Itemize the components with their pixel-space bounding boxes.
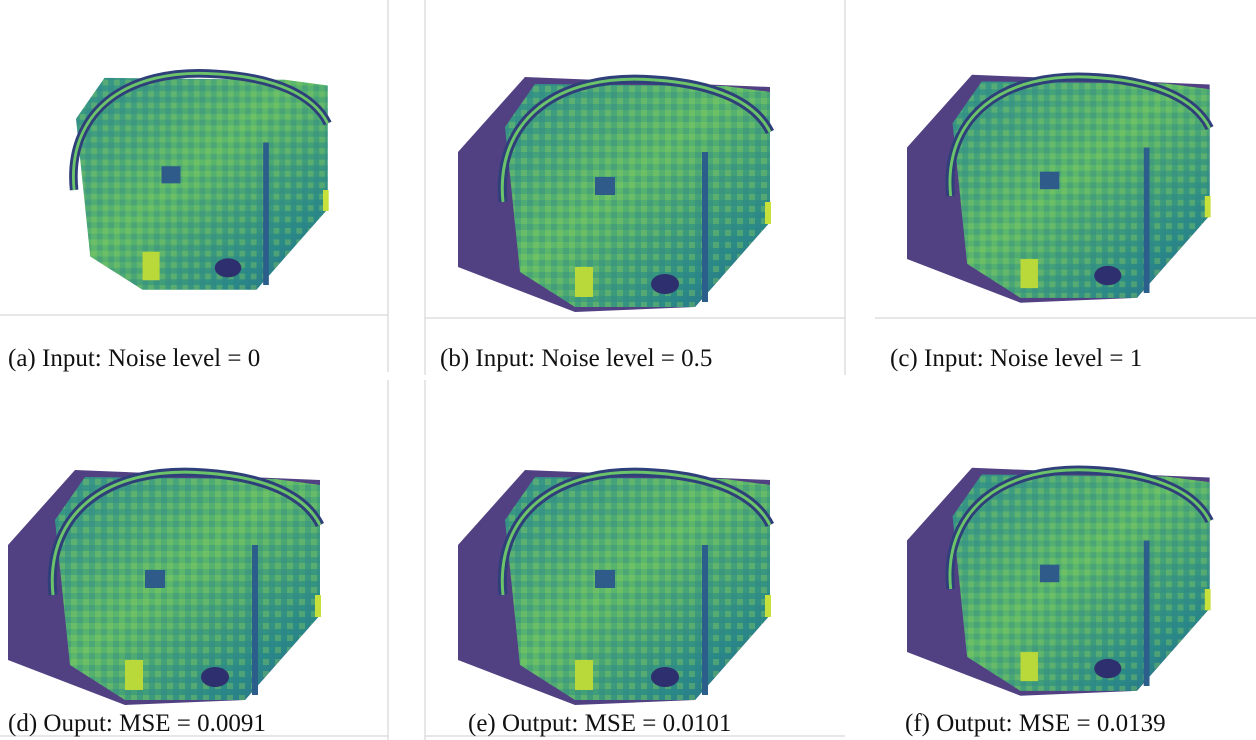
figure: (a) Input: Noise level = 0 (b) Input: No… (0, 0, 1256, 740)
caption: (c) Input: Noise level = 1 (890, 345, 1142, 372)
volume-render (907, 468, 1211, 696)
volume-render (458, 77, 771, 312)
caption: (f) Output: MSE = 0.0139 (905, 710, 1166, 737)
caption: (e) Output: MSE = 0.0101 (468, 710, 731, 737)
volume-render (8, 470, 321, 705)
volume-render (73, 73, 328, 289)
caption: (a) Input: Noise level = 0 (8, 345, 260, 372)
caption: (d) Ouput: MSE = 0.0091 (8, 710, 266, 737)
volume-render (907, 75, 1211, 303)
volume-render (458, 470, 771, 705)
caption: (b) Input: Noise level = 0.5 (440, 345, 712, 372)
